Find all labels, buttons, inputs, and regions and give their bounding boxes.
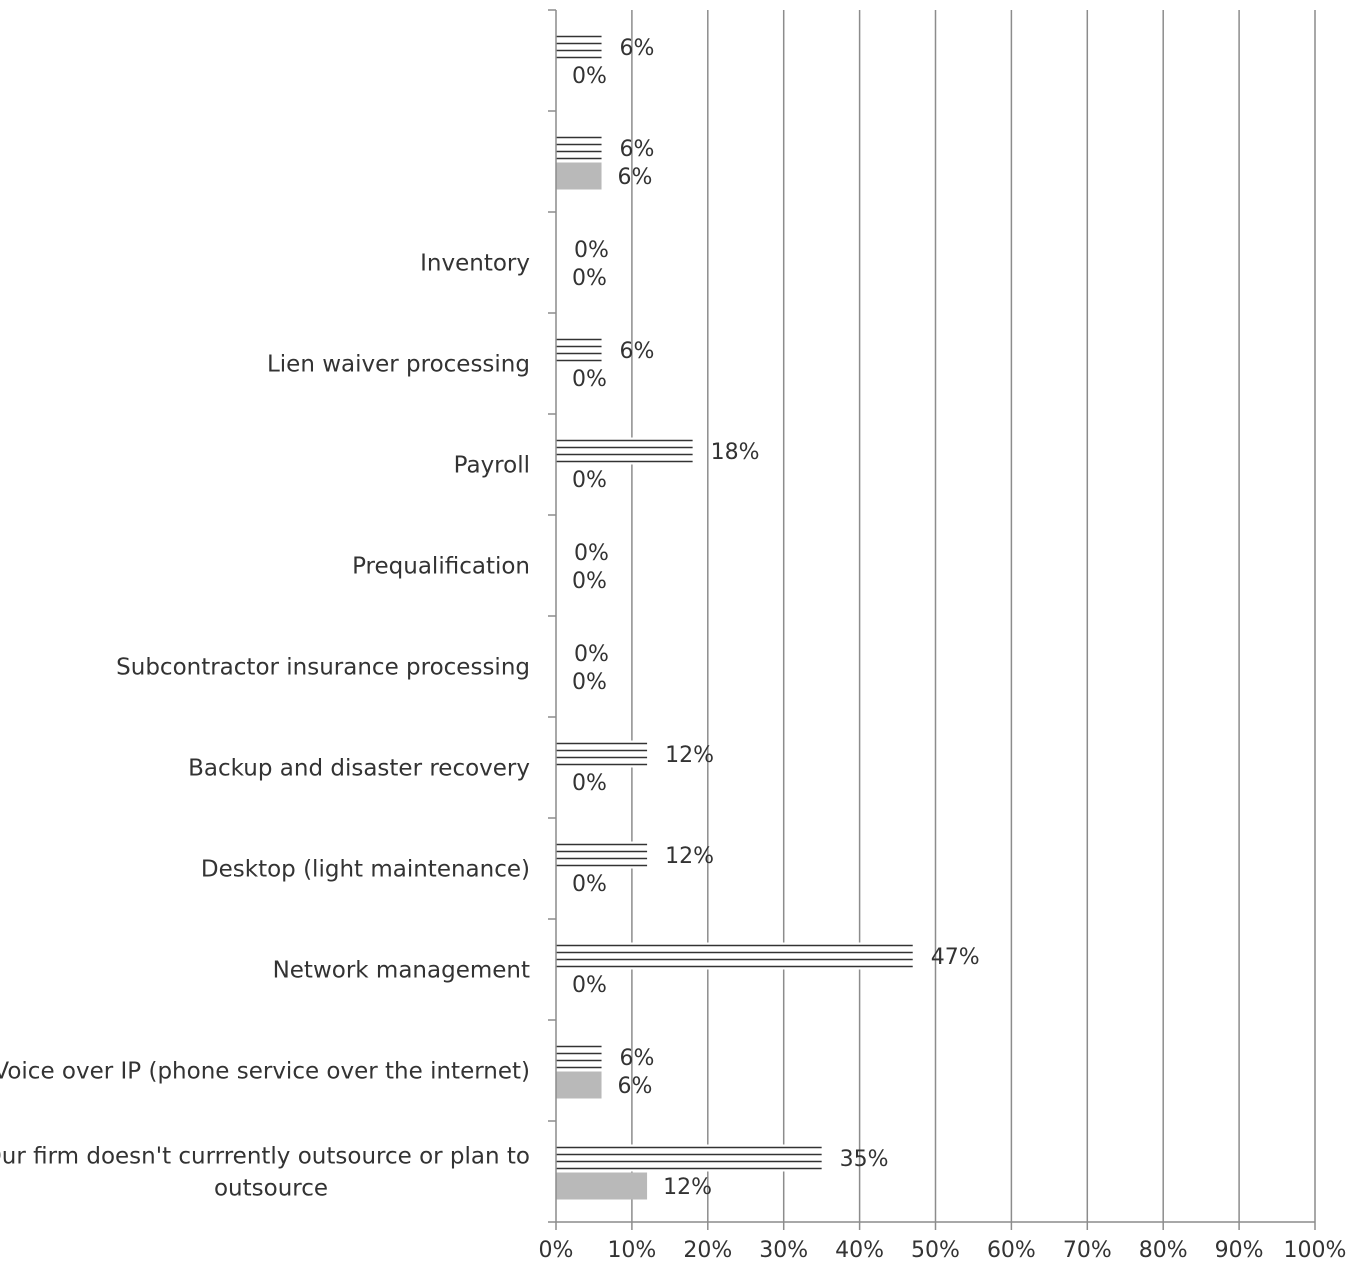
data-label-solid: 0% bbox=[572, 468, 607, 493]
bar-lines bbox=[556, 1043, 602, 1071]
bar-solid bbox=[556, 1172, 648, 1200]
category-label: Subcontractor insurance processing bbox=[116, 655, 530, 681]
category-label: Lien waiver processing bbox=[267, 352, 530, 378]
gridlines bbox=[631, 10, 1316, 1222]
data-label-lines: 0% bbox=[574, 642, 609, 667]
data-label-solid: 0% bbox=[572, 569, 607, 594]
bar-lines bbox=[556, 134, 602, 162]
x-tick-label: 100% bbox=[1284, 1238, 1347, 1263]
data-label-lines: 6% bbox=[620, 36, 655, 61]
bar-lines bbox=[556, 841, 648, 869]
category-label: Voice over IP (phone service over the in… bbox=[0, 1059, 530, 1085]
category-label: Inventory bbox=[420, 251, 530, 277]
x-tick-label: 90% bbox=[1215, 1238, 1264, 1263]
x-tick-label: 30% bbox=[759, 1238, 808, 1263]
bar-lines bbox=[556, 33, 602, 61]
data-label-solid: 0% bbox=[572, 64, 607, 89]
labels: 6% 0% 6% 6% 0% 0% Inventory 6% 0% Lien waiver pro… bbox=[0, 36, 980, 1202]
bar-solid bbox=[556, 1071, 602, 1099]
bar-lines bbox=[556, 336, 602, 364]
x-tick-label: 10% bbox=[607, 1238, 656, 1263]
bar-lines bbox=[556, 437, 693, 465]
x-tick-label: 40% bbox=[835, 1238, 884, 1263]
bar-lines-fill bbox=[556, 134, 602, 162]
x-tick-label: 80% bbox=[1139, 1238, 1188, 1263]
bar-lines-fill bbox=[556, 841, 648, 869]
category-label: Payroll bbox=[454, 453, 530, 479]
data-label-lines: 6% bbox=[620, 1046, 655, 1071]
data-label-solid: 0% bbox=[572, 771, 607, 796]
axes: 0% 10% 20% 30% 40% 50% 60% 70% 80% 90% 100% bbox=[539, 9, 1347, 1263]
data-label-lines: 6% bbox=[620, 137, 655, 162]
bar-lines-fill bbox=[556, 437, 693, 465]
category-label: Our firm doesn't currrently outsource or… bbox=[0, 1144, 530, 1170]
x-tick-label: 70% bbox=[1063, 1238, 1112, 1263]
bar-lines bbox=[556, 740, 648, 768]
category-label: outsource bbox=[214, 1176, 328, 1202]
data-label-solid: 0% bbox=[572, 367, 607, 392]
category-label: Prequalification bbox=[352, 554, 530, 580]
x-tick-label: 50% bbox=[911, 1238, 960, 1263]
data-label-solid: 0% bbox=[572, 872, 607, 897]
data-label-solid: 0% bbox=[572, 973, 607, 998]
bar-lines-fill bbox=[556, 33, 602, 61]
data-label-lines: 47% bbox=[931, 945, 980, 970]
bars bbox=[556, 33, 913, 1200]
x-tick-label: 20% bbox=[683, 1238, 732, 1263]
data-label-lines: 35% bbox=[840, 1147, 889, 1172]
data-label-solid: 6% bbox=[618, 165, 653, 190]
data-label-solid: 6% bbox=[618, 1074, 653, 1099]
data-label-solid: 12% bbox=[663, 1175, 712, 1200]
bar-lines-fill bbox=[556, 1043, 602, 1071]
x-tick-label: 60% bbox=[987, 1238, 1036, 1263]
category-label: Backup and disaster recovery bbox=[188, 756, 530, 782]
data-label-lines: 18% bbox=[711, 440, 760, 465]
data-label-lines: 0% bbox=[574, 238, 609, 263]
bar-lines bbox=[556, 1144, 822, 1172]
data-label-lines: 12% bbox=[665, 844, 714, 869]
data-label-lines: 12% bbox=[665, 743, 714, 768]
bar-lines bbox=[556, 942, 913, 970]
data-label-solid: 0% bbox=[572, 266, 607, 291]
bar-lines-fill bbox=[556, 942, 913, 970]
x-tick-label: 0% bbox=[539, 1238, 574, 1263]
data-label-lines: 6% bbox=[620, 339, 655, 364]
bar-lines-fill bbox=[556, 740, 648, 768]
category-label: Network management bbox=[273, 958, 530, 984]
category-label: Desktop (light maintenance) bbox=[201, 857, 530, 883]
bar-lines-fill bbox=[556, 1144, 822, 1172]
bar-lines-fill bbox=[556, 336, 602, 364]
data-label-solid: 0% bbox=[572, 670, 607, 695]
bar-solid bbox=[556, 162, 602, 190]
data-label-lines: 0% bbox=[574, 541, 609, 566]
